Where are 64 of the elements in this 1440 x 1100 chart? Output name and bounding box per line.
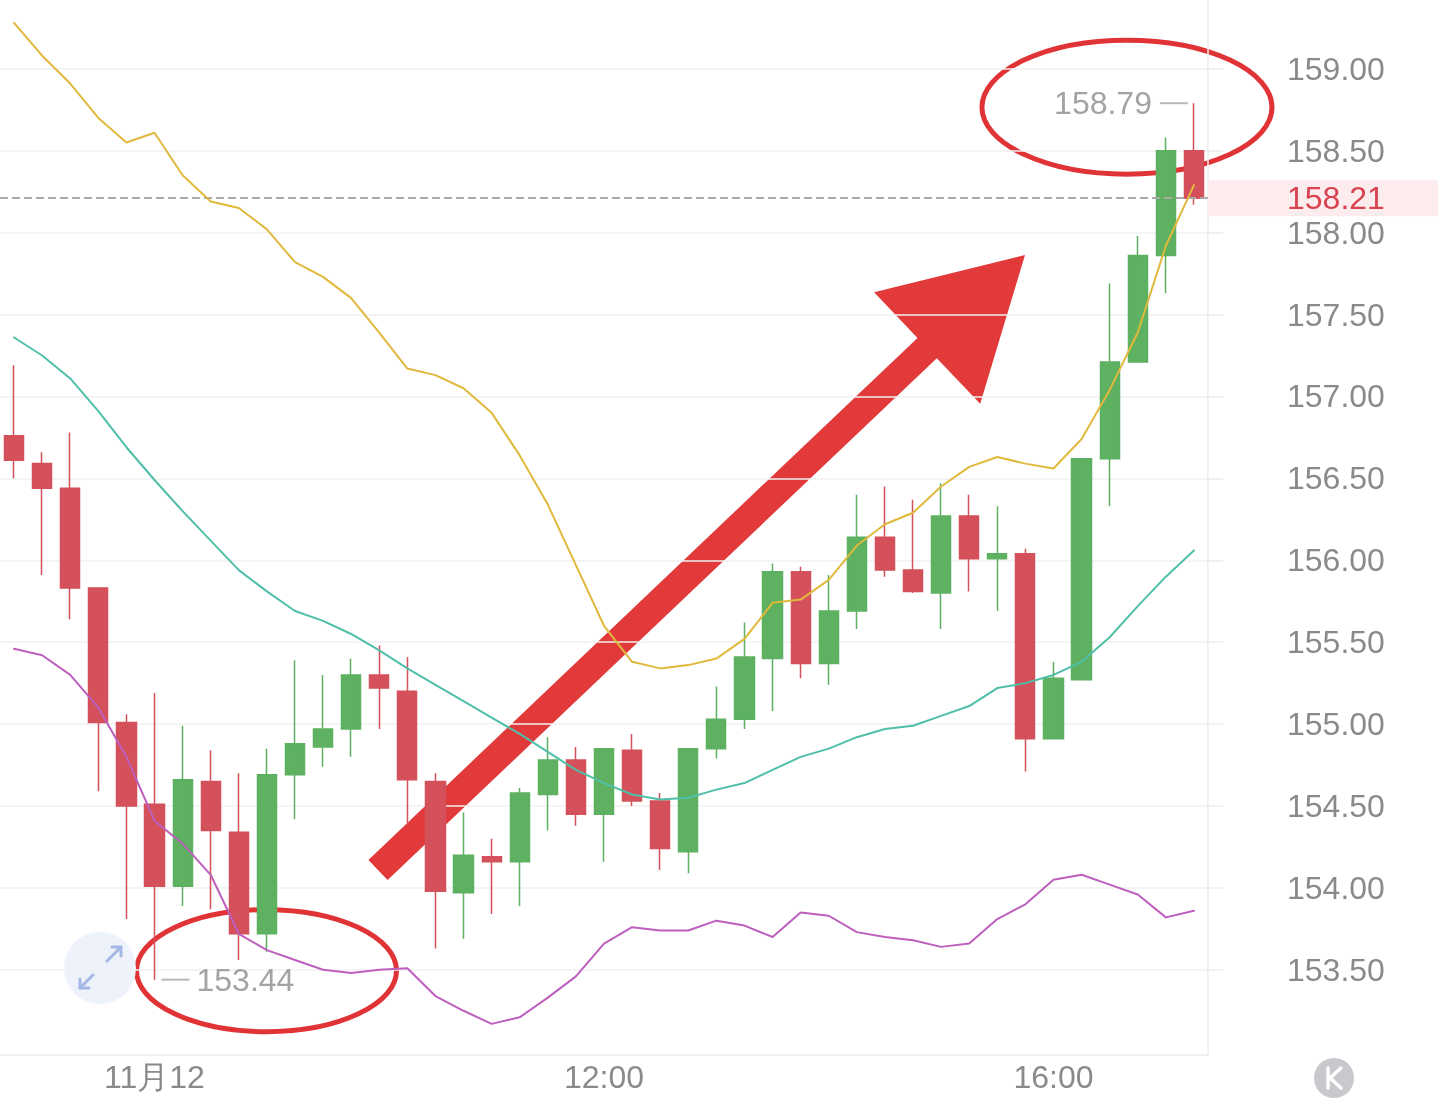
candlestick: [172, 724, 194, 907]
y-tick-label: 159.00: [1287, 50, 1385, 87]
candlestick: [452, 811, 475, 940]
x-tick-label: 12:00: [563, 1059, 645, 1095]
candlestick: [115, 713, 138, 920]
candlestick: [3, 364, 25, 480]
candlestick: [1014, 548, 1036, 773]
candlestick: [818, 574, 840, 686]
y-tick-label: 157.50: [1287, 296, 1385, 333]
annotation: 158.79: [1054, 85, 1152, 122]
candlestick: [143, 692, 166, 981]
candlestick: [256, 747, 278, 953]
y-tick-label: 155.50: [1287, 624, 1385, 661]
candlestick: [621, 733, 643, 807]
y-tick-label: 157.00: [1287, 378, 1385, 415]
candlestick: [59, 431, 81, 620]
y-tick-label: 153.50: [1287, 951, 1385, 988]
candlestick: [1127, 235, 1149, 363]
candlestick: [733, 621, 756, 730]
candlestick: [31, 451, 53, 576]
candlestick: [846, 493, 868, 630]
y-tick-label: 156.50: [1287, 460, 1385, 497]
y-tick-label: 154.00: [1287, 869, 1385, 906]
candlestick: [424, 772, 447, 950]
candlestick: [228, 772, 250, 961]
candlestick: [677, 747, 699, 874]
ref-line-label: 158.21: [1287, 180, 1385, 217]
candlestick: [396, 656, 418, 827]
candlestick: [902, 498, 924, 594]
candlestick: [874, 485, 896, 578]
candlestick: [790, 566, 812, 679]
candlestick: [565, 746, 587, 827]
x-tick-label: 11月12: [104, 1059, 205, 1095]
candlestick: [649, 792, 671, 871]
candlestick: [1099, 282, 1121, 507]
candlestick: [958, 493, 980, 593]
y-tick-label: 154.50: [1287, 787, 1385, 824]
line-series: [13, 647, 1195, 1025]
candlestick: [1042, 661, 1065, 740]
candlestick: [284, 659, 306, 820]
candlestick: [537, 736, 559, 832]
candlestick: [705, 685, 727, 760]
x-tick-label: 16:00: [1013, 1059, 1094, 1095]
line-series: [13, 21, 1195, 670]
candlestick: [1183, 102, 1205, 206]
candlestick: [200, 749, 222, 910]
candlestick: [481, 838, 503, 915]
candlestick: [340, 657, 362, 758]
candlestick: [368, 644, 390, 730]
candlestick: [1155, 136, 1177, 294]
annotation: 153.44: [196, 961, 295, 998]
candlestick: [509, 787, 531, 907]
candlestick: [986, 505, 1008, 612]
y-tick-label: 158.00: [1287, 214, 1385, 251]
candlestick: [761, 562, 784, 712]
candlestick: [87, 587, 109, 792]
line-series: [13, 336, 1195, 801]
candlestick: [1070, 457, 1093, 681]
y-tick-label: 156.00: [1287, 542, 1385, 579]
candlestick: [593, 747, 615, 863]
candlestick: [930, 482, 952, 630]
candlestick: [312, 674, 334, 768]
y-tick-label: 155.00: [1287, 706, 1385, 743]
y-tick-label: 158.50: [1287, 132, 1385, 169]
